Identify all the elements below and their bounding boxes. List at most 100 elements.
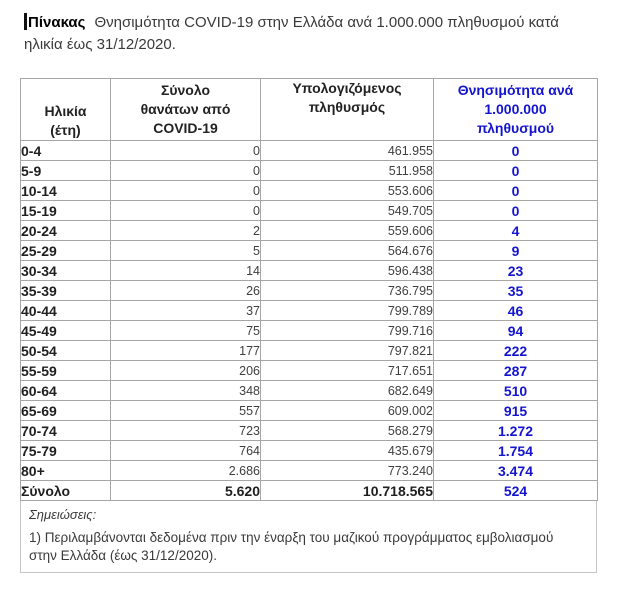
mortality-cell: 23 <box>433 260 598 281</box>
population-cell: 799.716 <box>260 320 434 341</box>
age-cell: 20-24 <box>20 220 111 241</box>
table-caption-label: Πίνακας <box>28 14 86 31</box>
population-cell: 511.958 <box>260 160 434 181</box>
mortality-cell: 0 <box>433 140 598 161</box>
mortality-cell: 4 <box>433 220 598 241</box>
population-cell: 564.676 <box>260 240 434 261</box>
age-cell: 75-79 <box>20 440 111 461</box>
deaths-cell: 14 <box>110 260 261 281</box>
table-row: 15-19 0 549.705 0 <box>20 200 598 221</box>
table-header-row: Ηλικία (έτη) Σύνολο θανάτων από COVID-19… <box>20 78 598 141</box>
table-caption: Πίνακας Θνησιμότητα COVID-19 στην Ελλάδα … <box>24 12 574 56</box>
deaths-cell: 5 <box>110 240 261 261</box>
total-population-cell: 10.718.565 <box>260 480 434 501</box>
deaths-cell: 75 <box>110 320 261 341</box>
population-cell: 568.279 <box>260 420 434 441</box>
mortality-cell: 287 <box>433 360 598 381</box>
deaths-cell: 348 <box>110 380 261 401</box>
table-row: 45-49 75 799.716 94 <box>20 320 598 341</box>
mortality-cell: 46 <box>433 300 598 321</box>
mortality-cell: 0 <box>433 200 598 221</box>
mortality-cell: 222 <box>433 340 598 361</box>
population-cell: 773.240 <box>260 460 434 481</box>
table-row: 65-69 557 609.002 915 <box>20 400 598 421</box>
population-cell: 461.955 <box>260 140 434 161</box>
mortality-cell: 9 <box>433 240 598 261</box>
deaths-cell: 0 <box>110 180 261 201</box>
mortality-cell: 94 <box>433 320 598 341</box>
total-deaths-cell: 5.620 <box>110 480 261 501</box>
age-cell: 70-74 <box>20 420 111 441</box>
mortality-cell: 35 <box>433 280 598 301</box>
table-row: 0-4 0 461.955 0 <box>20 140 598 161</box>
mortality-cell: 915 <box>433 400 598 421</box>
population-cell: 682.649 <box>260 380 434 401</box>
table-row: 30-34 14 596.438 23 <box>20 260 598 281</box>
age-cell: 55-59 <box>20 360 111 381</box>
deaths-cell: 764 <box>110 440 261 461</box>
population-cell: 559.606 <box>260 220 434 241</box>
age-cell: 60-64 <box>20 380 111 401</box>
covid-mortality-table: Ηλικία (έτη) Σύνολο θανάτων από COVID-19… <box>20 78 598 501</box>
deaths-cell: 0 <box>110 200 261 221</box>
age-cell: 80+ <box>20 460 111 481</box>
table-row: 80+ 2.686 773.240 3.474 <box>20 460 598 481</box>
deaths-cell: 206 <box>110 360 261 381</box>
age-cell: 35-39 <box>20 280 111 301</box>
note-item: 1) Περιλαμβάνονται δεδομένα πριν την ένα… <box>29 530 554 563</box>
population-cell: 596.438 <box>260 260 434 281</box>
deaths-cell: 2.686 <box>110 460 261 481</box>
mortality-cell: 0 <box>433 180 598 201</box>
table-row: 55-59 206 717.651 287 <box>20 360 598 381</box>
population-cell: 435.679 <box>260 440 434 461</box>
notes-section: Σημειώσεις: 1) Περιλαμβάνονται δεδομένα … <box>20 501 597 573</box>
age-cell: 15-19 <box>20 200 111 221</box>
age-cell: 0-4 <box>20 140 111 161</box>
age-cell: 50-54 <box>20 340 111 361</box>
table-row: 20-24 2 559.606 4 <box>20 220 598 241</box>
table-row: 25-29 5 564.676 9 <box>20 240 598 261</box>
mortality-cell: 510 <box>433 380 598 401</box>
population-cell: 553.606 <box>260 180 434 201</box>
population-cell: 717.651 <box>260 360 434 381</box>
deaths-cell: 177 <box>110 340 261 361</box>
deaths-cell: 723 <box>110 420 261 441</box>
table-row: 75-79 764 435.679 1.754 <box>20 440 598 461</box>
deaths-cell: 0 <box>110 140 261 161</box>
header-population: Υπολογιζόμενος πληθυσμός <box>260 78 434 141</box>
age-cell: 30-34 <box>20 260 111 281</box>
table-row: 60-64 348 682.649 510 <box>20 380 598 401</box>
age-cell: 65-69 <box>20 400 111 421</box>
age-cell: 45-49 <box>20 320 111 341</box>
table-row: 70-74 723 568.279 1.272 <box>20 420 598 441</box>
mortality-cell: 1.754 <box>433 440 598 461</box>
table-row: 10-14 0 553.606 0 <box>20 180 598 201</box>
deaths-cell: 37 <box>110 300 261 321</box>
deaths-cell: 26 <box>110 280 261 301</box>
population-cell: 609.002 <box>260 400 434 421</box>
mortality-cell: 0 <box>433 160 598 181</box>
deaths-cell: 0 <box>110 160 261 181</box>
age-cell: 10-14 <box>20 180 111 201</box>
age-cell: 5-9 <box>20 160 111 181</box>
population-cell: 549.705 <box>260 200 434 221</box>
table-total-row: Σύνολο 5.620 10.718.565 524 <box>20 480 598 501</box>
mortality-cell: 3.474 <box>433 460 598 481</box>
header-age: Ηλικία (έτη) <box>20 78 111 141</box>
table-row: 50-54 177 797.821 222 <box>20 340 598 361</box>
age-cell: 25-29 <box>20 240 111 261</box>
population-cell: 799.789 <box>260 300 434 321</box>
table-caption-text: Θνησιμότητα COVID-19 στην Ελλάδα ανά 1.0… <box>24 14 559 53</box>
total-label-cell: Σύνολο <box>20 480 111 501</box>
deaths-cell: 557 <box>110 400 261 421</box>
table-row: 35-39 26 736.795 35 <box>20 280 598 301</box>
header-deaths: Σύνολο θανάτων από COVID-19 <box>110 78 261 141</box>
table-row: 5-9 0 511.958 0 <box>20 160 598 181</box>
total-mortality-cell: 524 <box>433 480 598 501</box>
population-cell: 797.821 <box>260 340 434 361</box>
text-cursor <box>24 13 27 30</box>
header-mortality: Θνησιμότητα ανά 1.000.000 πληθυσμού <box>433 78 598 141</box>
population-cell: 736.795 <box>260 280 434 301</box>
mortality-cell: 1.272 <box>433 420 598 441</box>
